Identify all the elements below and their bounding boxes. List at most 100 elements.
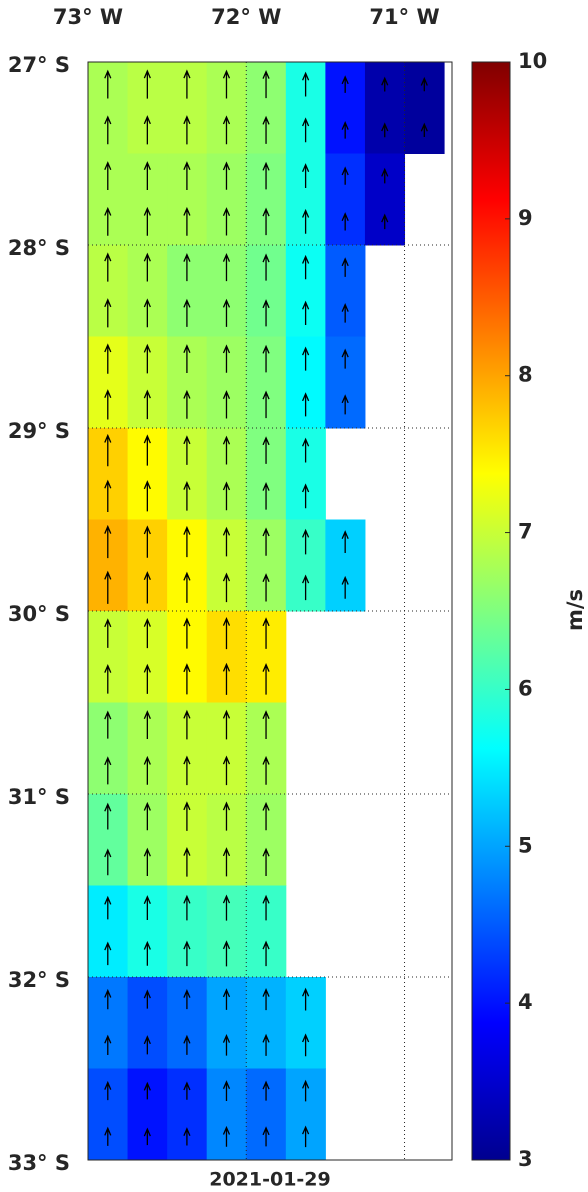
wind-arrow [183,161,191,190]
wind-arrow [104,298,112,328]
wind-arrow [104,895,112,920]
wind-arrow [222,161,231,190]
wind-arrow [183,1127,191,1146]
wind-arrow [302,1125,310,1148]
wind-arrow [104,756,112,785]
wind-arrow [262,115,270,144]
wind-arrow [222,1125,231,1147]
speed-cell [404,62,445,154]
wind-arrow [302,1079,310,1102]
wind-arrow [222,69,231,99]
wind-arrow [104,69,112,99]
wind-arrow [262,299,270,327]
y-tick-label: 29° S [8,419,70,443]
wind-arrow [143,801,151,831]
wind-arrow [143,161,151,190]
wind-arrow [302,987,310,1011]
wind-arrow [222,572,231,603]
wind-arrow [420,76,428,92]
wind-arrow [262,710,270,739]
wind-arrow [183,253,191,282]
colorbar-tick-label: 6 [518,676,533,700]
wind-arrow [222,940,231,967]
wind-arrow [341,75,349,93]
wind-arrow [222,435,231,465]
wind-arrow [381,122,389,138]
wind-arrow [302,254,310,280]
wind-arrow [143,940,151,966]
wind-arrow [341,575,349,599]
wind-arrow [104,1034,112,1056]
wind-arrow [104,389,112,420]
wind-arrow [183,344,191,373]
wind-arrow [143,663,151,694]
wind-arrow [262,801,270,831]
wind-arrow [183,617,191,649]
wind-arrow [183,389,191,419]
wind-arrow [302,300,310,326]
wind-arrow [183,989,191,1010]
wind-arrow [183,298,191,327]
wind-arrow [222,801,231,831]
x-tick-label: 71° W [369,5,439,29]
y-tick-label: 31° S [8,785,70,809]
wind-arrow [381,167,389,184]
wind-arrow [302,71,310,97]
colorbar-tick-label: 3 [518,1147,533,1171]
wind-arrow [262,617,270,649]
wind-arrow [222,481,231,511]
wind-arrow [302,117,310,143]
wind-arrow [222,1080,231,1101]
wind-arrow [104,1080,112,1101]
wind-arrow [183,571,191,603]
wind-arrow [262,1033,270,1056]
wind-arrow [302,346,310,371]
wind-arrow [104,710,112,739]
speed-cell [364,153,406,246]
x-tick-label: 73° W [53,5,123,29]
wind-arrow [262,70,270,99]
speed-cell [325,62,366,154]
wind-arrow [104,988,112,1010]
wind-arrow [183,480,191,511]
wind-arrow [262,847,270,877]
colorbar-label: m/s [563,589,587,631]
wind-arrow [104,663,112,694]
wind-arrow [302,483,310,509]
wind-arrow [262,894,270,921]
wind-arrow [143,1127,151,1146]
wind-arrow [262,481,270,510]
wind-arrow [222,755,231,786]
wind-arrow [183,69,191,99]
wind-arrow [104,252,112,282]
wind-arrow [262,1126,270,1147]
wind-arrow [302,163,310,188]
speed-cell [127,1068,168,1161]
wind-arrow [104,618,112,648]
wind-arrow [222,988,231,1010]
wind-arrow [341,530,349,553]
wind-arrow [183,1034,191,1055]
wind-arrow [222,709,231,740]
wind-arrow [104,941,112,966]
wind-arrow [104,524,112,559]
colorbar-tick-label: 8 [518,363,533,387]
wind-arrow [183,709,191,740]
colorbar-tick-label: 4 [518,990,533,1014]
wind-arrow [262,573,270,602]
wind-arrow [381,76,389,92]
wind-arrow [183,801,191,831]
wind-arrow [302,208,310,234]
wind-arrow [183,940,191,967]
wind-arrow [341,257,349,277]
wind-arrow [302,1033,310,1057]
wind-arrow [104,1126,112,1146]
wind-arrow [104,115,112,145]
wind-arrow [341,120,349,139]
wind-arrow [341,212,349,231]
wind-arrow [104,848,112,876]
y-tick-label: 27° S [8,53,70,77]
wind-arrow [222,298,231,327]
wind-arrow [143,115,151,145]
